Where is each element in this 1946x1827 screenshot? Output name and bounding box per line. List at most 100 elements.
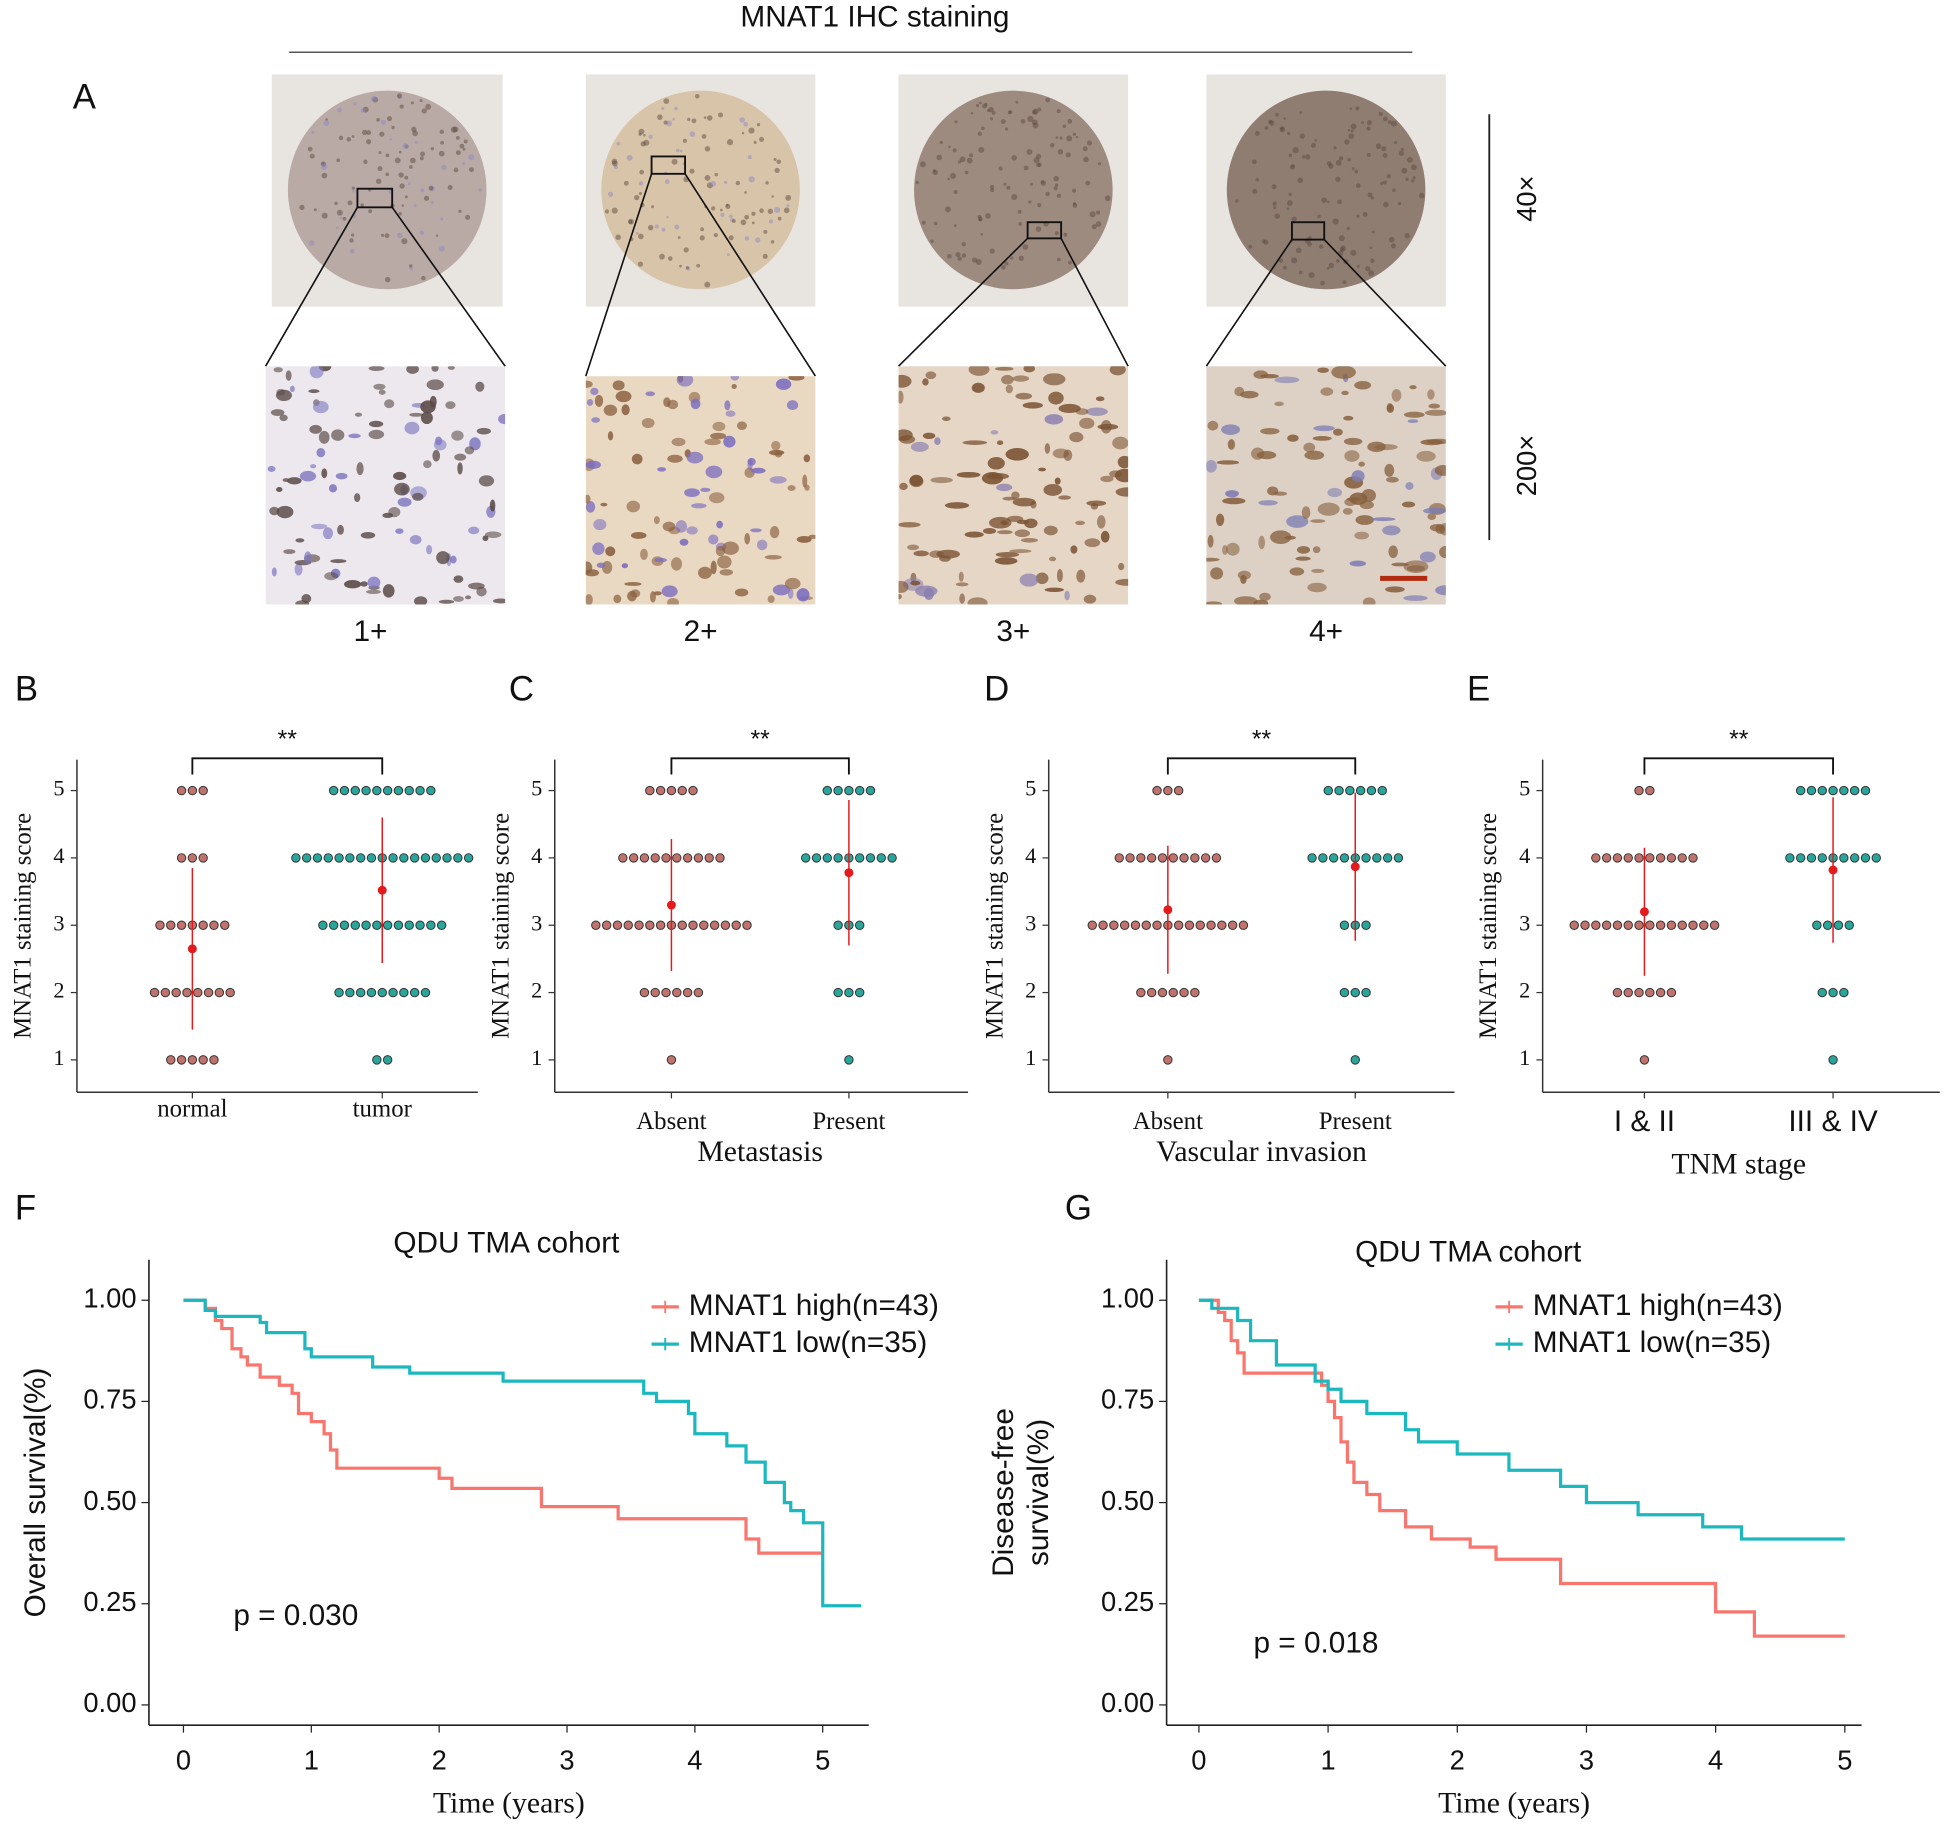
dot <box>661 987 671 998</box>
micrograph <box>585 376 816 605</box>
texture <box>744 191 747 194</box>
texture <box>1368 270 1375 277</box>
dot <box>1666 987 1677 998</box>
texture <box>969 153 974 158</box>
texture <box>666 120 673 127</box>
texture <box>748 176 755 183</box>
dot <box>1163 785 1173 796</box>
texture <box>1400 147 1404 152</box>
score-label: 2+ <box>684 615 718 648</box>
dot <box>409 853 420 863</box>
dot <box>1860 785 1871 796</box>
dot <box>1125 853 1135 863</box>
x-tick-label: 2 <box>432 1745 447 1776</box>
texture <box>637 261 644 267</box>
cell <box>409 534 422 545</box>
cell <box>465 595 472 600</box>
dot <box>1623 920 1633 930</box>
magnification-label: 200× <box>1511 435 1542 497</box>
cell <box>1075 520 1085 526</box>
mean-point <box>844 868 854 878</box>
dot <box>409 987 420 998</box>
dot <box>1211 853 1222 863</box>
texture <box>336 158 341 163</box>
dot <box>382 785 393 796</box>
texture <box>1388 236 1395 243</box>
dot <box>865 785 876 796</box>
cell <box>612 380 625 391</box>
dot <box>1655 987 1666 998</box>
cell <box>267 465 276 472</box>
dot <box>1634 987 1644 998</box>
texture <box>1063 232 1068 237</box>
cell <box>451 430 464 441</box>
cell <box>1064 590 1070 601</box>
cell <box>1384 463 1395 477</box>
texture <box>1397 201 1402 206</box>
texture <box>1362 212 1368 217</box>
dot <box>650 853 660 863</box>
y-tick-label: 2 <box>1519 978 1530 1003</box>
texture <box>977 131 982 136</box>
dot <box>1345 785 1355 796</box>
texture <box>321 212 328 219</box>
y-tick-label: 2 <box>1025 978 1036 1003</box>
cell <box>624 582 642 586</box>
texture <box>667 256 673 261</box>
cell <box>1006 515 1024 523</box>
texture <box>1305 154 1311 160</box>
texture <box>353 102 357 106</box>
cell <box>360 531 376 539</box>
ihc-images: 1+ 2+ 3+ 4+ <box>264 74 1447 648</box>
texture <box>1390 243 1397 249</box>
cell <box>489 499 496 512</box>
dot <box>844 785 854 796</box>
texture <box>409 266 414 271</box>
cell <box>1405 482 1414 490</box>
texture <box>991 111 996 115</box>
texture <box>338 135 344 141</box>
texture <box>1342 280 1347 285</box>
texture <box>648 134 653 139</box>
x-tick-label: 3 <box>559 1745 574 1776</box>
texture <box>1367 192 1373 198</box>
dot <box>361 920 371 930</box>
panel-letter: B <box>15 671 38 709</box>
cell <box>996 440 1004 446</box>
texture <box>1355 183 1361 189</box>
dot <box>291 853 301 863</box>
cell <box>982 527 997 535</box>
dot <box>176 785 187 796</box>
x-tick-label: 2 <box>1450 1745 1465 1776</box>
texture <box>1288 192 1292 197</box>
texture <box>675 148 680 153</box>
cell <box>1005 384 1013 394</box>
cell <box>1354 380 1372 390</box>
texture <box>1392 188 1396 192</box>
cell <box>368 366 385 371</box>
cell <box>308 389 320 394</box>
cell <box>276 505 294 519</box>
texture <box>419 230 425 235</box>
texture <box>975 103 980 108</box>
texture <box>1318 244 1324 249</box>
texture <box>663 98 670 105</box>
dot <box>214 987 225 998</box>
mean-point <box>1350 862 1360 872</box>
cell <box>484 531 502 538</box>
texture <box>936 154 943 161</box>
texture <box>763 229 768 234</box>
survival-curve <box>183 1298 862 1608</box>
texture <box>731 219 736 223</box>
cell <box>1019 573 1039 587</box>
texture <box>604 209 610 214</box>
texture <box>774 167 780 173</box>
cell <box>1207 534 1214 548</box>
texture <box>704 281 711 288</box>
cell <box>309 424 322 434</box>
cell <box>270 409 285 416</box>
cell <box>1320 387 1334 396</box>
dot <box>436 920 447 930</box>
y-tick-label: 4 <box>531 843 542 868</box>
cell <box>1401 501 1416 508</box>
